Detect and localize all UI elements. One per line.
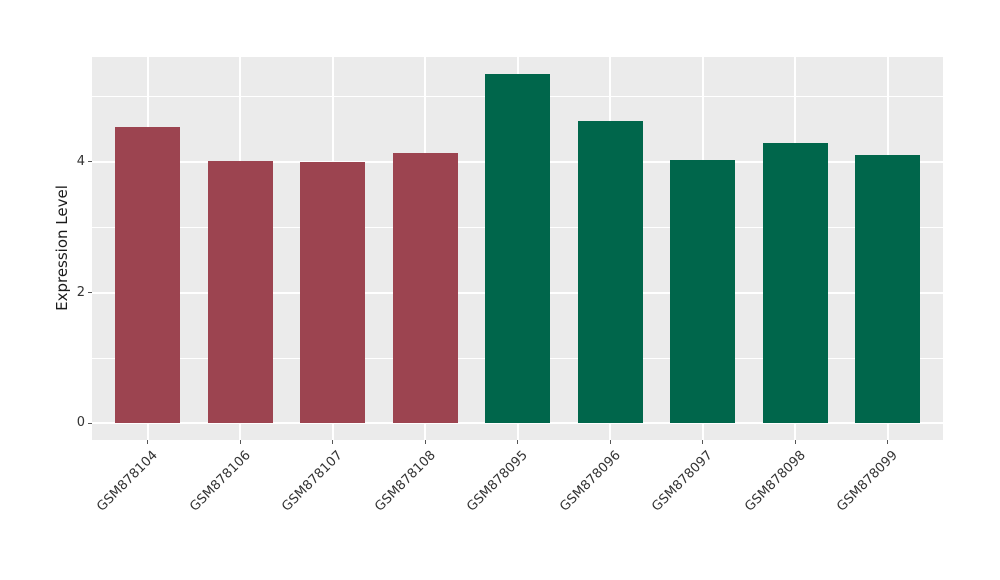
- x-axis-tick: [424, 440, 426, 444]
- x-axis-tick-label: GSM878096: [557, 448, 624, 515]
- x-axis-tick: [609, 440, 611, 444]
- x-axis-tick-label: GSM878098: [742, 448, 809, 515]
- x-axis-tick-label: GSM878108: [372, 448, 439, 515]
- bar-GSM878099: [855, 155, 920, 424]
- x-axis-tick: [794, 440, 796, 444]
- x-axis-tick: [702, 440, 703, 444]
- x-axis-tick: [517, 440, 518, 444]
- y-axis-tick-label: 0: [76, 415, 85, 431]
- y-axis-tick: [88, 161, 92, 163]
- y-axis-tick: [88, 422, 92, 424]
- bar-GSM878095: [485, 74, 550, 424]
- bar-GSM878096: [577, 121, 643, 424]
- y-axis-tick: [88, 292, 92, 293]
- bar-GSM878108: [392, 153, 458, 424]
- plot-panel: [92, 57, 943, 440]
- x-axis-tick-label: GSM878106: [187, 448, 254, 515]
- x-axis-tick: [239, 440, 241, 444]
- x-axis-tick: [332, 440, 333, 444]
- y-axis-tick-label: 4: [76, 153, 85, 169]
- x-axis-tick-label: GSM878104: [94, 448, 162, 515]
- bar-GSM878107: [300, 162, 365, 424]
- bar-GSM878097: [670, 160, 735, 424]
- x-axis-tick: [147, 440, 148, 444]
- x-axis-tick-label: GSM878095: [464, 448, 532, 515]
- x-axis-tick-label: GSM878099: [834, 448, 902, 515]
- bar-GSM878104: [115, 127, 180, 424]
- x-axis-tick: [887, 440, 888, 444]
- bar-GSM878106: [207, 161, 273, 424]
- x-axis-tick-label: GSM878097: [649, 448, 717, 515]
- x-axis-tick-label: GSM878107: [279, 448, 347, 515]
- y-axis-tick-label: 2: [76, 284, 85, 300]
- bar-GSM878098: [762, 143, 828, 424]
